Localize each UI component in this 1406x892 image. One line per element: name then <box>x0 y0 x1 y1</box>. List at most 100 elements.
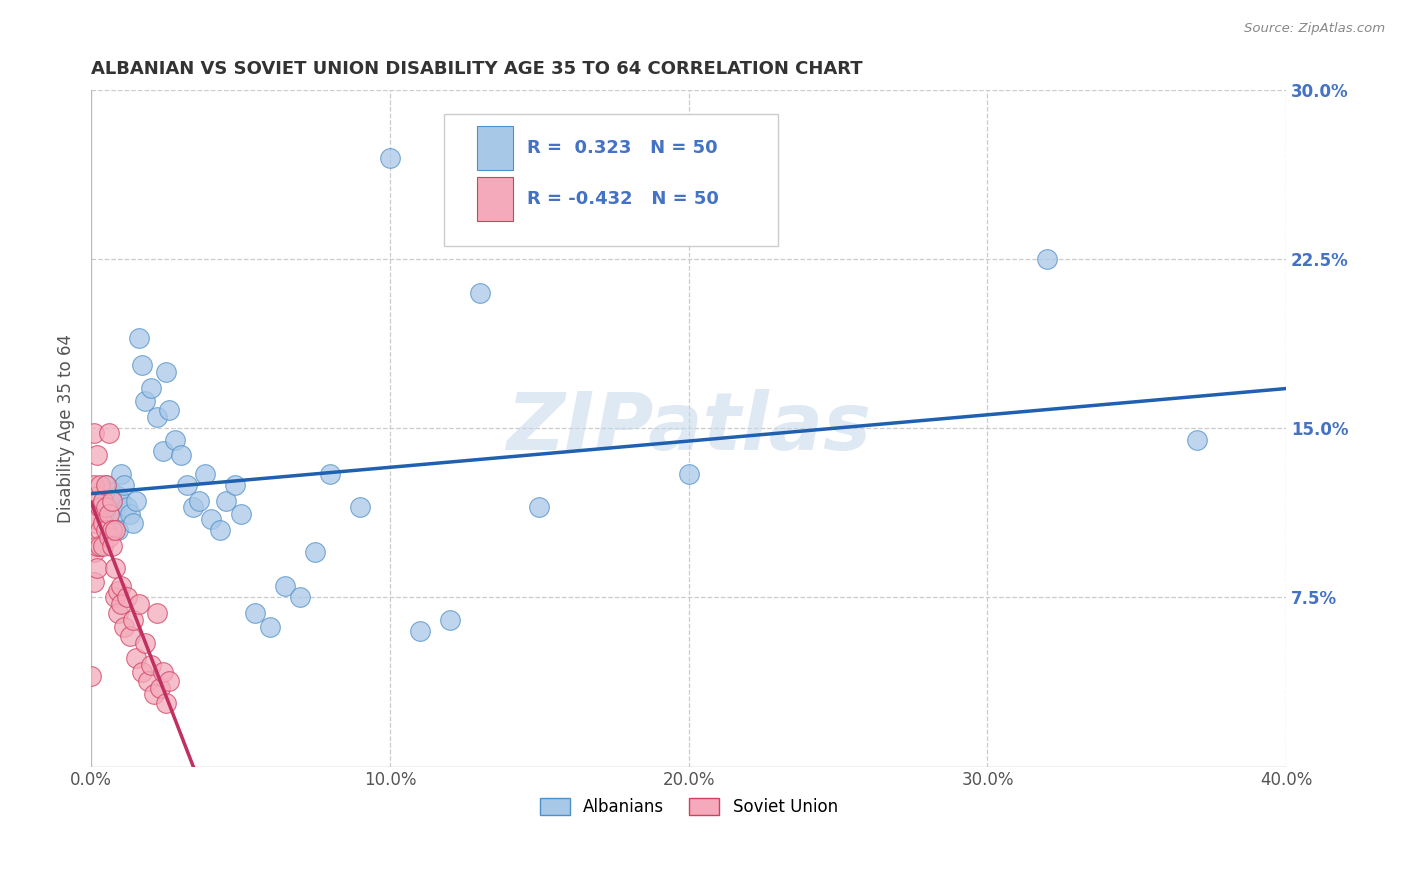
Point <box>91 516 114 530</box>
Point <box>134 394 156 409</box>
Point <box>94 500 117 515</box>
Point <box>101 484 124 499</box>
Point <box>110 579 132 593</box>
Point <box>115 500 138 515</box>
Point <box>94 523 117 537</box>
Point <box>194 467 217 481</box>
Point <box>131 359 153 373</box>
Point <box>200 511 222 525</box>
Point <box>115 591 138 605</box>
Point <box>134 635 156 649</box>
Point <box>104 507 127 521</box>
Point <box>98 425 121 440</box>
Point <box>112 477 135 491</box>
Point <box>107 583 129 598</box>
Point <box>170 449 193 463</box>
Point <box>128 331 150 345</box>
Point <box>229 507 252 521</box>
Point <box>89 539 111 553</box>
Point <box>155 365 177 379</box>
Point <box>152 444 174 458</box>
Point <box>157 403 180 417</box>
Text: Source: ZipAtlas.com: Source: ZipAtlas.com <box>1244 22 1385 36</box>
FancyBboxPatch shape <box>477 127 513 170</box>
Point <box>214 493 236 508</box>
Point <box>304 545 326 559</box>
Point <box>86 449 108 463</box>
Point <box>146 410 169 425</box>
Point <box>131 665 153 679</box>
Point <box>378 151 401 165</box>
Point <box>83 477 105 491</box>
Point <box>83 574 105 589</box>
Text: ZIPatlas: ZIPatlas <box>506 390 872 467</box>
Point <box>80 669 103 683</box>
Point <box>152 665 174 679</box>
Point <box>89 477 111 491</box>
Point <box>439 613 461 627</box>
Point <box>245 607 267 621</box>
Point <box>110 597 132 611</box>
Point <box>139 381 162 395</box>
Point <box>149 681 172 695</box>
Point <box>176 477 198 491</box>
Point <box>86 539 108 553</box>
Point <box>112 620 135 634</box>
Point <box>89 523 111 537</box>
Point <box>1036 252 1059 267</box>
Point <box>349 500 371 515</box>
Legend: Albanians, Soviet Union: Albanians, Soviet Union <box>533 791 845 822</box>
Point <box>104 561 127 575</box>
Point <box>101 500 124 515</box>
FancyBboxPatch shape <box>477 178 513 221</box>
Point <box>110 493 132 508</box>
Point <box>94 511 117 525</box>
Point <box>107 523 129 537</box>
Point <box>1185 433 1208 447</box>
Point <box>86 511 108 525</box>
Point <box>155 697 177 711</box>
Point <box>290 591 312 605</box>
Point <box>122 613 145 627</box>
Point <box>468 286 491 301</box>
Point <box>98 516 121 530</box>
Point <box>146 607 169 621</box>
Point <box>89 500 111 515</box>
Point <box>110 467 132 481</box>
Point <box>122 516 145 530</box>
Point <box>136 673 159 688</box>
Point <box>83 545 105 559</box>
Point <box>94 477 117 491</box>
FancyBboxPatch shape <box>444 114 779 246</box>
Point <box>98 507 121 521</box>
Text: R = -0.432   N = 50: R = -0.432 N = 50 <box>527 190 720 209</box>
Point <box>104 591 127 605</box>
Point <box>98 530 121 544</box>
Point <box>529 500 551 515</box>
Point <box>157 673 180 688</box>
Point <box>139 658 162 673</box>
Point <box>107 489 129 503</box>
Point <box>163 433 186 447</box>
Point <box>91 493 114 508</box>
Point <box>86 489 108 503</box>
Point <box>101 493 124 508</box>
Point <box>86 561 108 575</box>
Point <box>91 539 114 553</box>
Point <box>107 607 129 621</box>
Point <box>104 523 127 537</box>
Point <box>125 651 148 665</box>
Point <box>118 629 141 643</box>
Point <box>125 493 148 508</box>
Point <box>208 523 231 537</box>
Point <box>83 425 105 440</box>
Point <box>101 523 124 537</box>
Point <box>224 477 246 491</box>
Point <box>128 597 150 611</box>
Point <box>181 500 204 515</box>
Point <box>94 477 117 491</box>
Point <box>187 493 209 508</box>
Point <box>259 620 281 634</box>
Point <box>319 467 342 481</box>
Point <box>274 579 297 593</box>
